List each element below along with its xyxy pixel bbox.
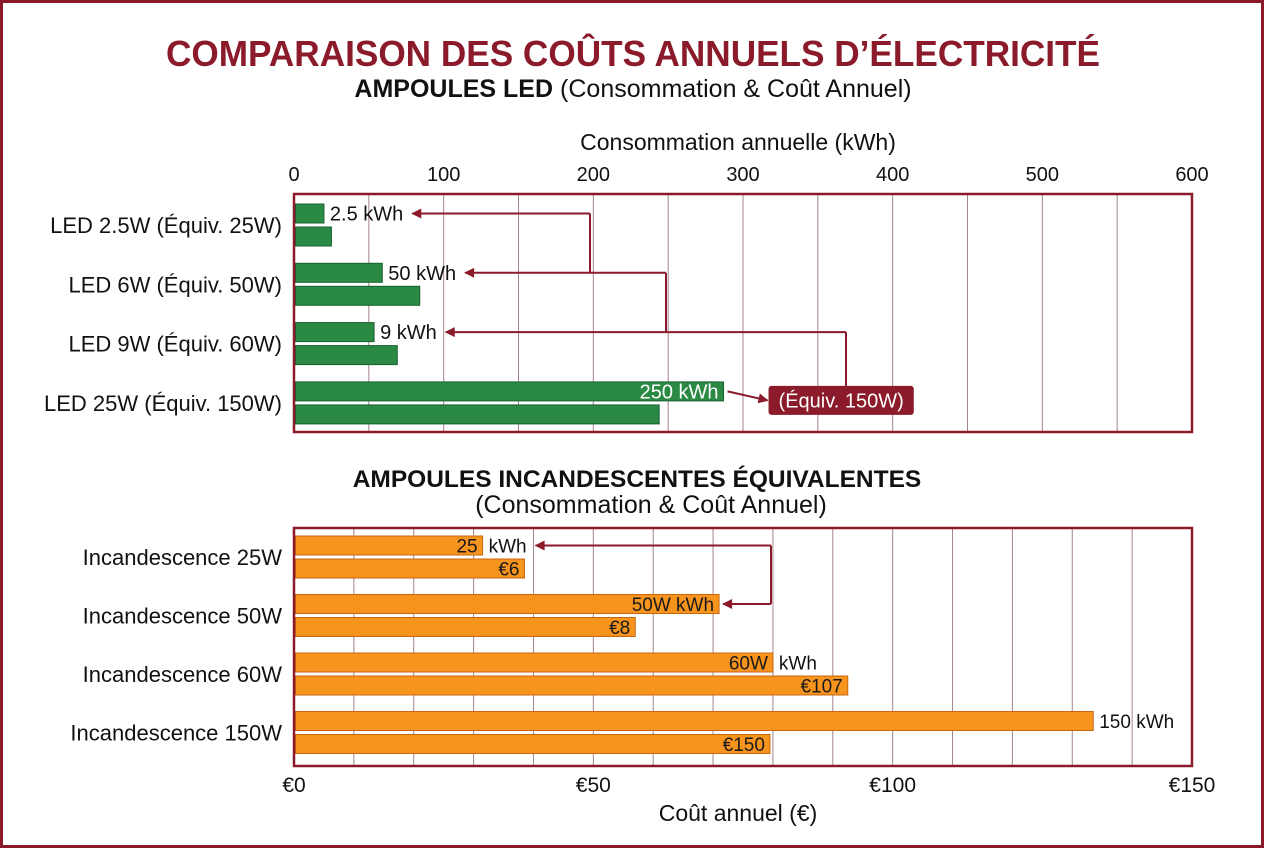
led-x-tick-label: 100 <box>427 164 460 186</box>
led-data-label-outside: 50 kWh <box>388 263 456 285</box>
incandescent-x-tick-label: €100 <box>869 774 916 797</box>
led-bar-row4-s2 <box>295 404 660 425</box>
incandescent-plot-frame <box>292 526 1194 768</box>
led-bar-row3-s1 <box>295 322 375 343</box>
led-annotation-badge-text: (Équiv. 150W) <box>779 389 904 412</box>
incandescent-data-label-inside: 50W kWh <box>632 595 714 616</box>
incandescent-bar-row3-s1 <box>295 652 774 673</box>
incandescent-chart-title: AMPOULES INCANDESCENTES ÉQUIVALENTES <box>353 465 922 493</box>
led-x-tick-label: 400 <box>876 164 909 186</box>
incandescent-category-label: Incandescence 150W <box>70 721 282 746</box>
led-bar-row1-s2 <box>295 226 332 247</box>
led-x-tick-label: 300 <box>726 164 759 186</box>
incandescent-bar-row2-s1 <box>295 594 720 614</box>
led-bar-row2-s2 <box>295 285 421 306</box>
incandescent-chart-subtitle: (Consommation & Coût Annuel) <box>475 491 827 519</box>
incandescent-bar-row4-s1 <box>295 711 1094 731</box>
led-chart-subtitle: (Consommation & Coût Annuel) <box>560 75 912 103</box>
led-annotation-badge <box>768 385 914 415</box>
led-category-label: LED 25W (Équiv. 150W) <box>44 391 282 416</box>
incandescent-chart: €0 €50 €100 €150 Coût annuel (€) Incandescenc… <box>70 526 1216 826</box>
incandescent-data-label-inside: €6 <box>498 560 519 581</box>
led-data-label-outside: 9 kWh <box>380 322 437 344</box>
incandescent-data-label-inside: €150 <box>723 735 765 756</box>
incandescent-bar-row4-s2 <box>295 734 771 754</box>
incandescent-bar-row1-s1 <box>295 535 484 556</box>
led-bar-row2-s1 <box>295 262 383 283</box>
led-x-axis-label: Consommation annuelle (kWh) <box>580 129 896 155</box>
incandescent-bar-row1-s2 <box>295 558 525 579</box>
led-x-tick-label: 600 <box>1175 164 1208 186</box>
incandescent-category-label: Incandescence 25W <box>83 545 283 570</box>
led-x-tick-label: 500 <box>1026 164 1059 186</box>
incandescent-data-label-outside: kWh <box>489 537 527 558</box>
incandescent-category-label: Incandescence 60W <box>83 662 283 687</box>
incandescent-data-label-inside: 60W <box>729 654 768 675</box>
led-chart-heading: AMPOULES LED (Consommation & Coût Annuel) <box>354 75 911 103</box>
led-category-label: LED 9W (Équiv. 60W) <box>68 332 282 357</box>
incandescent-data-label-inside: €8 <box>609 618 630 639</box>
led-bar-row3-s2 <box>295 345 398 366</box>
led-data-label-outside: 2.5 kWh <box>330 204 403 226</box>
incandescent-x-axis-label: Coût annuel (€) <box>659 800 818 826</box>
led-bar-row4-s1 <box>295 381 725 402</box>
led-bar-row1-s1 <box>295 203 325 224</box>
led-annotation-arrow <box>727 390 769 404</box>
incandescent-x-tick-label: €50 <box>576 774 611 797</box>
incandescent-bar-row3-s2 <box>295 675 849 696</box>
led-chart-title: AMPOULES LED <box>354 75 553 103</box>
page-title: COMPARAISON DES COÛTS ANNUELS D’ÉLECTRIC… <box>166 32 1100 74</box>
incandescent-category-label: Incandescence 50W <box>83 604 283 629</box>
incandescent-data-label-outside: 150 kWh <box>1099 712 1174 733</box>
led-plot-frame <box>292 192 1194 434</box>
incandescent-x-tick-label: €150 <box>1169 774 1216 797</box>
led-chart: 0 100 200 300 400 500 600 Consommation annuelle… <box>44 129 1209 434</box>
led-category-label: LED 6W (Équiv. 50W) <box>68 272 282 297</box>
incandescent-bar-row2-s2 <box>295 617 636 637</box>
led-data-label-inside: 250 kWh <box>640 381 719 403</box>
led-category-label: LED 2.5W (Équiv. 25W) <box>50 213 282 238</box>
incandescent-data-label-outside: kWh <box>779 654 817 675</box>
led-x-tick-label: 200 <box>577 164 610 186</box>
incandescent-data-label-inside: 25 <box>456 537 477 558</box>
incandescent-data-label-inside: €107 <box>800 677 842 698</box>
incandescent-x-tick-label: €0 <box>282 774 305 797</box>
led-x-tick-label: 0 <box>288 164 299 186</box>
